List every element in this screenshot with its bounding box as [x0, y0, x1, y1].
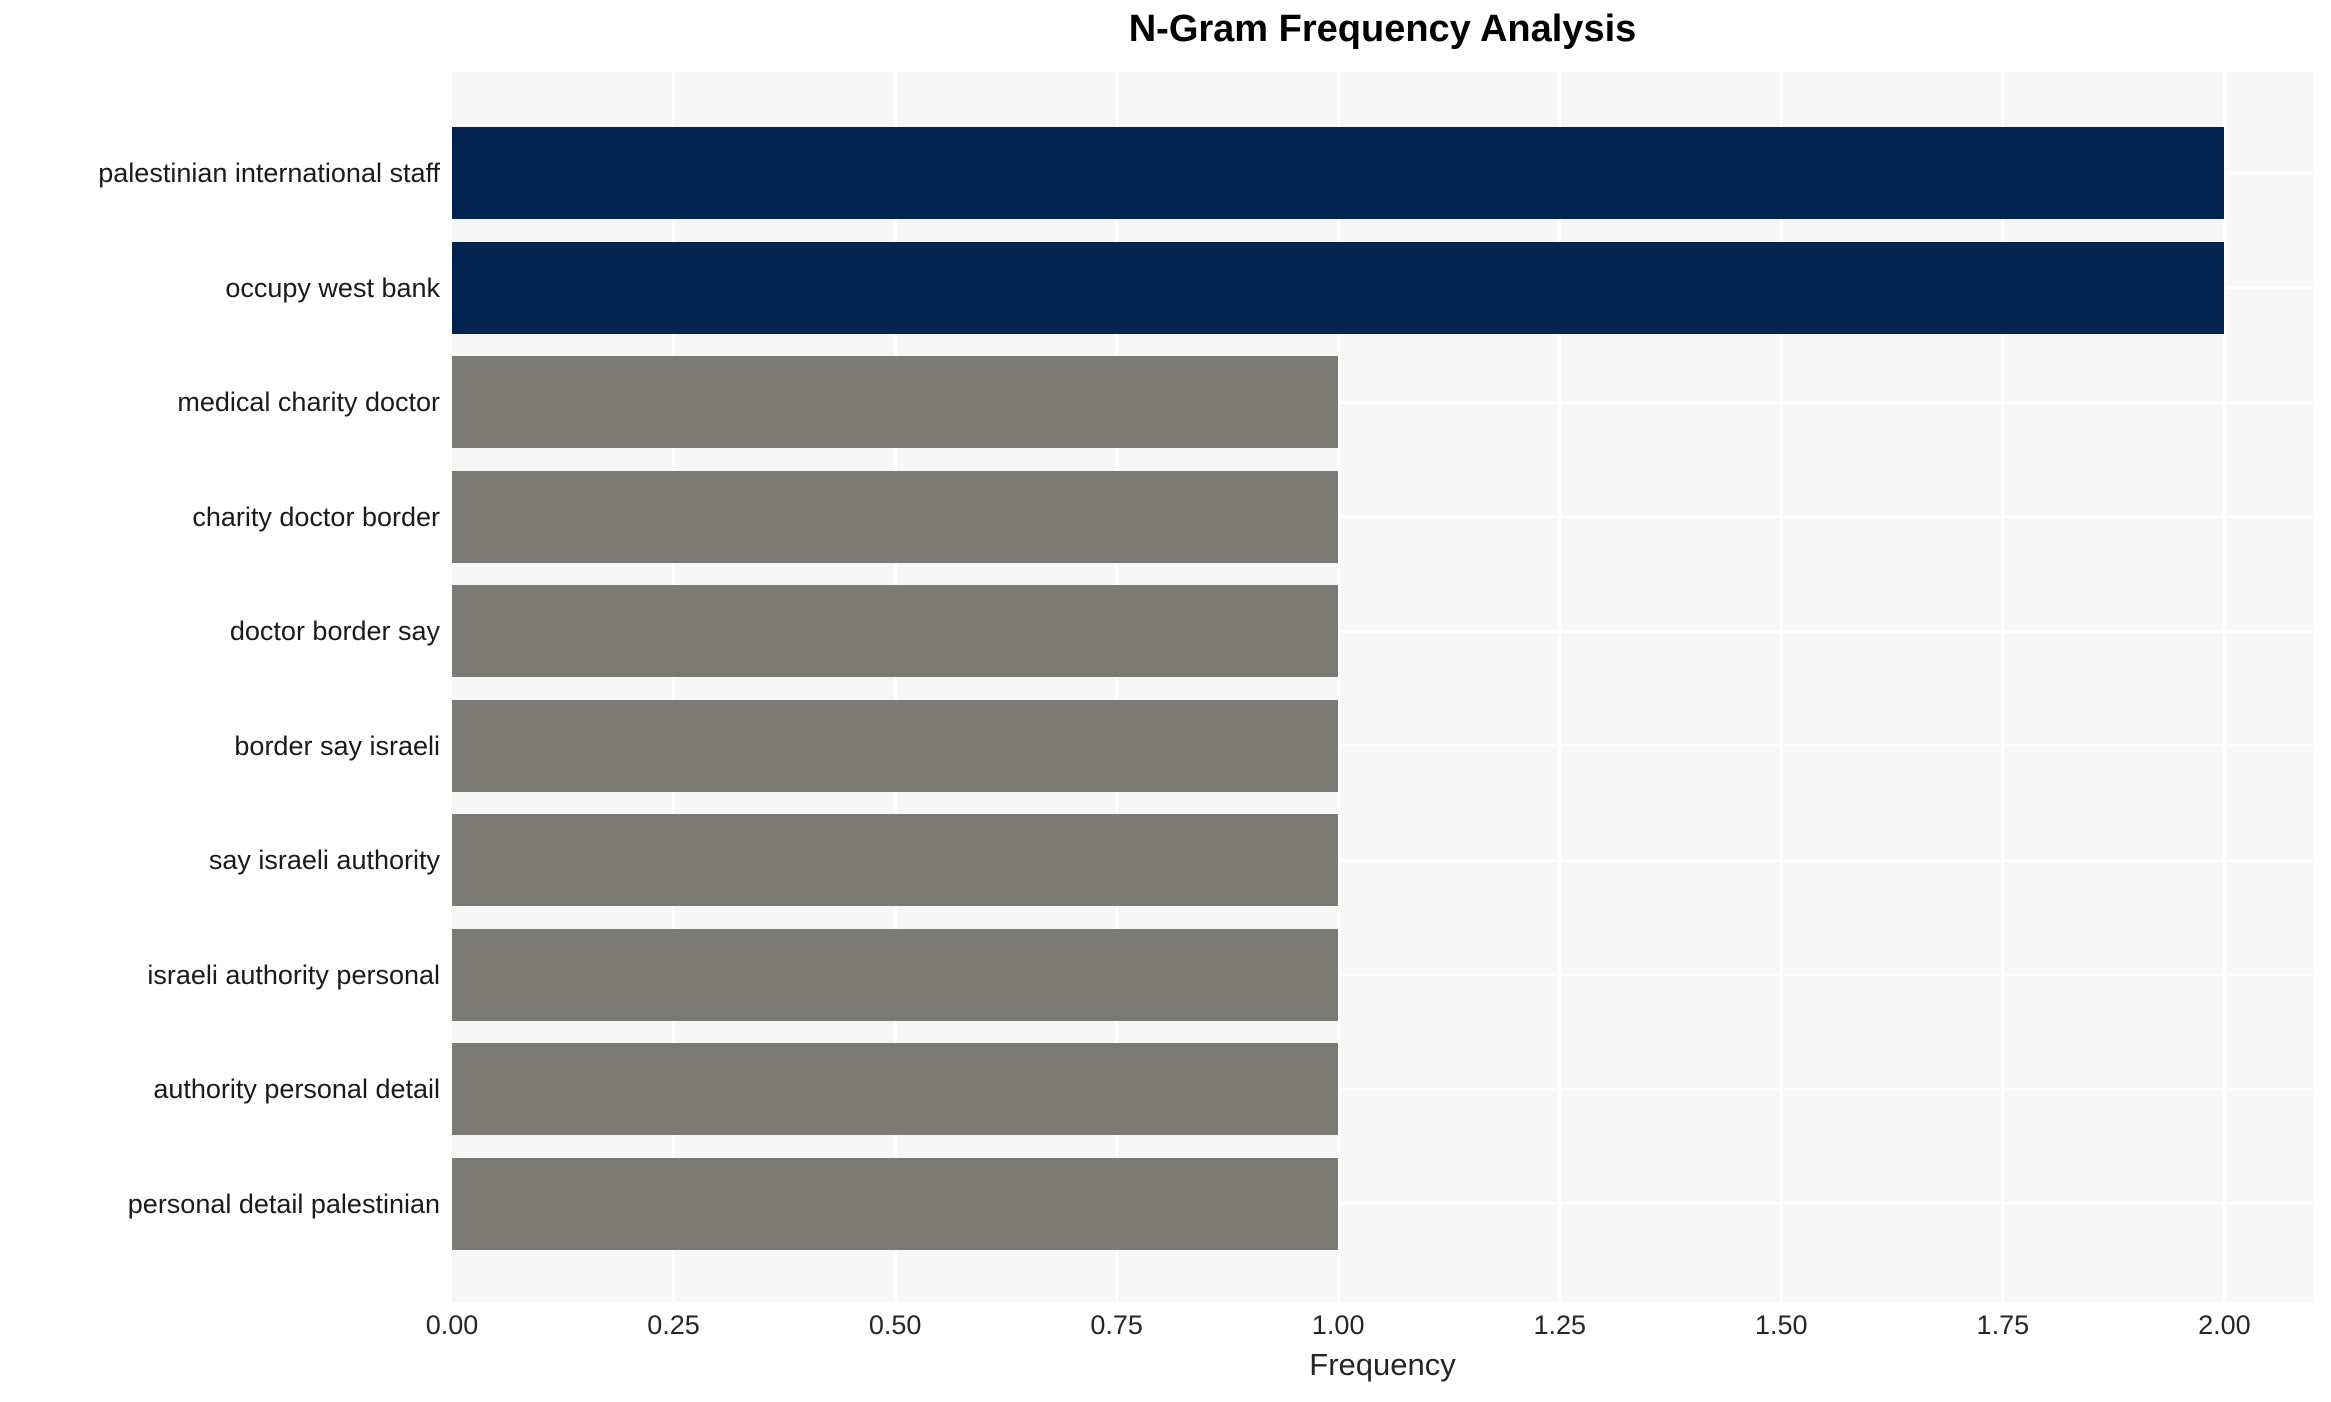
y-gridline — [452, 973, 2313, 976]
y-gridline — [452, 1202, 2313, 1205]
y-gridline — [452, 1087, 2313, 1091]
x-gridline — [1779, 72, 1783, 1302]
y-tick-label: occupy west bank — [225, 272, 440, 303]
chart-title: N-Gram Frequency Analysis — [1128, 8, 1637, 50]
bar — [452, 1043, 1339, 1135]
x-gridline — [1336, 72, 1340, 1302]
x-tick-label: 1.25 — [1533, 1310, 1587, 1340]
y-gridline — [452, 629, 2313, 633]
x-tick-label: 1.00 — [1311, 1310, 1365, 1340]
y-gridline — [452, 515, 2313, 518]
plot-area — [452, 72, 2313, 1302]
bar — [452, 699, 1339, 792]
y-gridline — [452, 744, 2313, 747]
x-gridline — [2001, 72, 2005, 1302]
x-tick-label: 0.75 — [1090, 1310, 1143, 1340]
y-tick-label: medical charity doctor — [177, 387, 440, 417]
x-tick-label: 1.75 — [1976, 1310, 2030, 1340]
x-gridline — [2222, 72, 2226, 1302]
x-tick-label: 1.50 — [1755, 1310, 1808, 1340]
x-tick-label: 0.00 — [425, 1310, 479, 1340]
y-gridline — [452, 858, 2313, 862]
y-tick-label: charity doctor border — [192, 501, 440, 532]
y-tick-label: say israeli authority — [208, 845, 440, 875]
bar — [452, 356, 1339, 448]
y-gridline — [452, 400, 2313, 404]
y-tick-label: doctor border say — [229, 616, 440, 646]
x-tick-label: 0.25 — [647, 1310, 700, 1340]
bar — [452, 470, 1339, 563]
x-gridline — [672, 72, 676, 1302]
x-tick-label: 0.50 — [868, 1310, 922, 1340]
y-tick-label: palestinian international staff — [98, 158, 440, 188]
y-tick-label: israeli authority personal — [147, 959, 440, 990]
x-gridline — [1558, 72, 1562, 1302]
x-gridline — [1115, 72, 1119, 1302]
x-gridline — [893, 72, 897, 1302]
y-tick-label: personal detail palestinian — [127, 1188, 440, 1219]
x-axis-label: Frequency — [1309, 1347, 1456, 1382]
bar — [452, 585, 1339, 677]
y-tick-label: authority personal detail — [153, 1074, 440, 1104]
bar — [452, 928, 1339, 1021]
bar — [452, 241, 2225, 334]
bar — [452, 1157, 1339, 1250]
bar — [452, 127, 2225, 219]
bar — [452, 814, 1339, 906]
x-tick-label: 2.00 — [2198, 1310, 2251, 1340]
y-tick-label: border say israeli — [234, 730, 440, 761]
